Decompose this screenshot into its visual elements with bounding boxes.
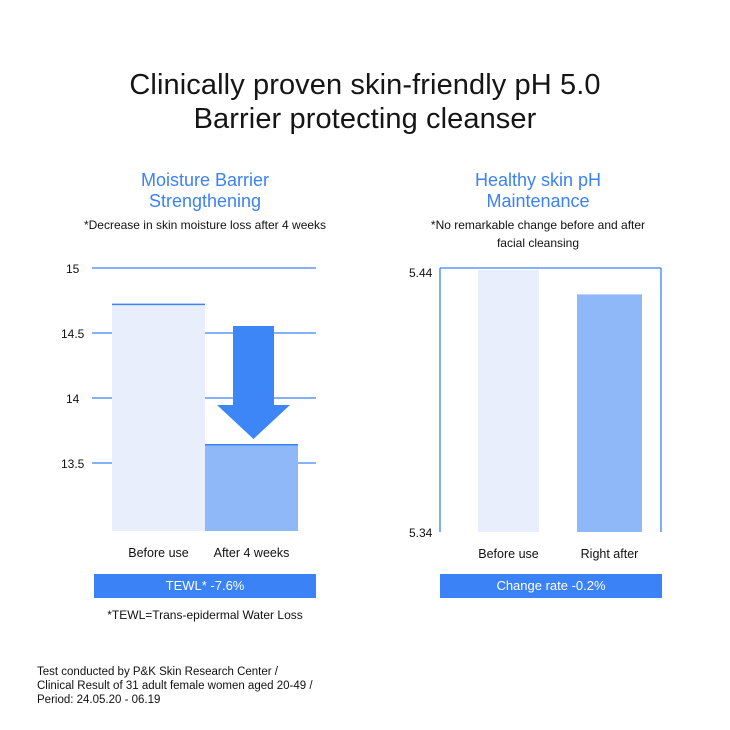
tewl-banner: TEWL* -7.6% [94,574,316,598]
left-y-tick-label: 13.5 [61,457,85,471]
right-chart-note-line1: *No remarkable change before and after [430,218,646,232]
right-chart-note-line2: facial cleansing [496,236,580,250]
tewl-footnote: *TEWL=Trans-epidermal Water Loss [107,608,303,622]
bar-after-4-weeks [205,444,298,531]
x-label-right-after: Right after [580,547,639,561]
right-chart-title-line2: Maintenance [486,191,590,211]
footer-line: Clinical Result of 31 adult female women… [37,680,313,692]
footer-line: Test conducted by P&K Skin Research Cent… [37,666,278,678]
x-label-before-use: Before use [128,546,189,560]
down-arrow-icon [217,326,290,439]
right-y-tick-label: 5.34 [409,526,433,540]
page-title-line2: Barrier protecting cleanser [193,103,537,135]
bar-before-use [112,304,205,531]
change-rate-banner: Change rate -0.2% [440,574,662,598]
footer-line: Period: 24.05.20 - 06.19 [37,694,161,706]
bar-before-use-ph [478,270,539,532]
footer-disclaimer: Test conducted by P&K Skin Research Cent… [37,665,313,707]
bar-right-after-ph [577,294,642,532]
x-label-after-4-weeks: After 4 weeks [213,546,290,560]
x-label-before-use-ph: Before use [478,547,539,561]
right-y-tick-label: 5.44 [409,266,433,280]
page-title-line1: Clinically proven skin-friendly pH 5.0 [129,69,601,101]
left-y-tick-label: 14.5 [61,327,85,341]
left-chart-title-line1: Moisture Barrier [140,170,270,190]
left-y-tick-label: 14 [66,392,80,406]
left-y-tick-label: 15 [66,262,80,276]
left-chart-title-line2: Strengthening [148,191,262,211]
left-chart-note: *Decrease in skin moisture loss after 4 … [83,218,327,232]
right-chart-title-line1: Healthy skin pH [474,170,602,190]
